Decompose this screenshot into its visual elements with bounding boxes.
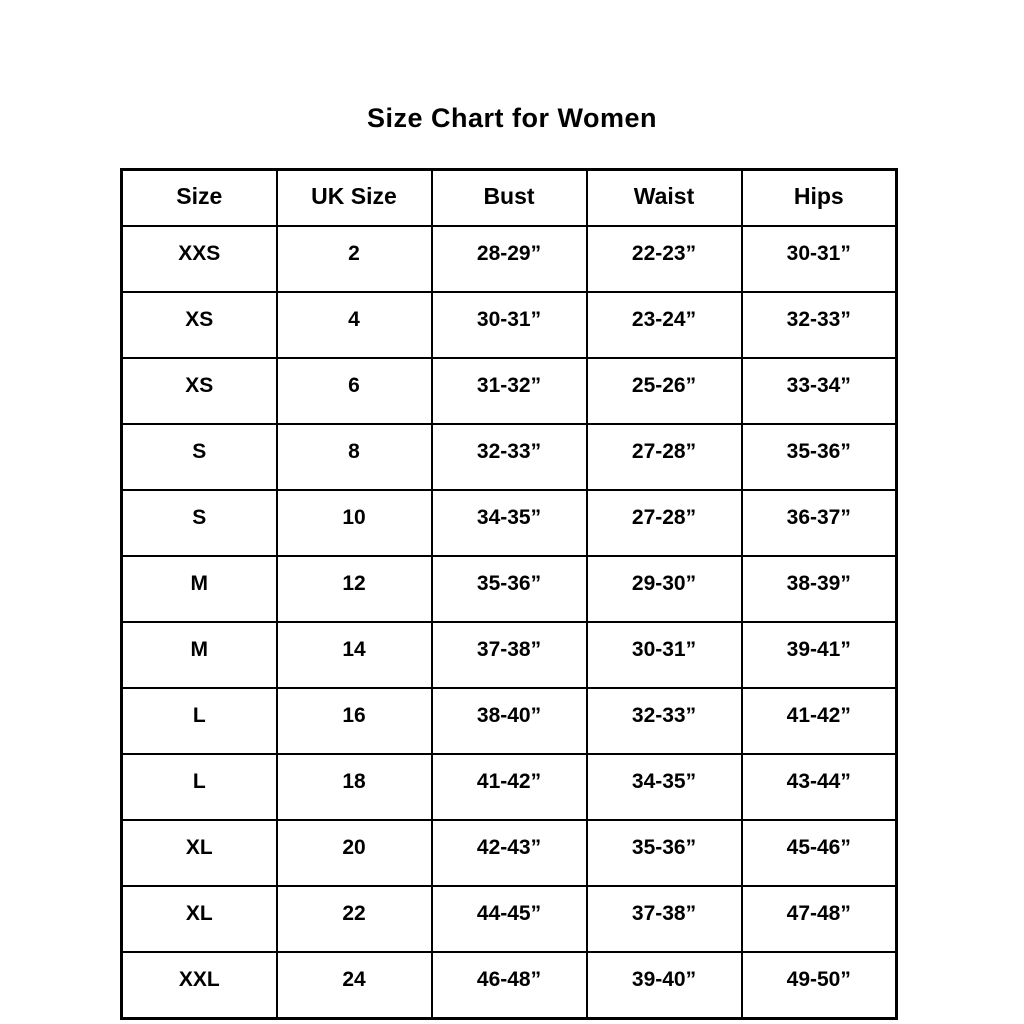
table-row: S 8 32-33” 27-28” 35-36” [120,423,898,491]
table-cell: 27-28” [585,423,743,491]
table-cell: 20 [275,819,433,887]
table-cell: 28-29” [430,225,588,293]
table-cell: 47-48” [740,885,898,953]
table-row: M 12 35-36” 29-30” 38-39” [120,555,898,623]
table-cell: L [120,753,278,821]
table-cell: 2 [275,225,433,293]
table-cell: 30-31” [585,621,743,689]
table-cell: XS [120,291,278,359]
table-row: XXL 24 46-48” 39-40” 49-50” [120,951,898,1020]
column-header-bust: Bust [430,168,588,227]
size-chart-table-body: XXS 2 28-29” 22-23” 30-31” XS 4 30-31” 23-24” 32-… [120,225,898,1020]
table-cell: XL [120,885,278,953]
table-cell: 33-34” [740,357,898,425]
column-header-size: Size [120,168,278,227]
table-cell: 49-50” [740,951,898,1020]
table-cell: XXL [120,951,278,1020]
table-cell: 37-38” [585,885,743,953]
size-chart-table: Size UK Size Bust Waist Hips XXS 2 28-29” 2… [120,168,898,1020]
table-cell: 32-33” [740,291,898,359]
table-cell: 46-48” [430,951,588,1020]
table-cell: M [120,621,278,689]
table-cell: 30-31” [740,225,898,293]
table-cell: 35-36” [740,423,898,491]
table-cell: 42-43” [430,819,588,887]
table-row: XXS 2 28-29” 22-23” 30-31” [120,225,898,293]
table-cell: 44-45” [430,885,588,953]
table-cell: 16 [275,687,433,755]
table-cell: 37-38” [430,621,588,689]
table-cell: 14 [275,621,433,689]
page-title: Size Chart for Women [366,103,658,133]
column-header-waist: Waist [585,168,743,227]
table-cell: 4 [275,291,433,359]
table-cell: S [120,489,278,557]
table-cell: 25-26” [585,357,743,425]
table-cell: 34-35” [585,753,743,821]
column-header-uk-size: UK Size [275,168,433,227]
table-cell: 32-33” [430,423,588,491]
table-cell: 27-28” [585,489,743,557]
header-row: Size UK Size Bust Waist Hips [120,168,898,227]
table-cell: 41-42” [430,753,588,821]
table-cell: 22-23” [585,225,743,293]
table-cell: 38-40” [430,687,588,755]
table-cell: 39-40” [585,951,743,1020]
table-cell: 34-35” [430,489,588,557]
table-cell: 12 [275,555,433,623]
table-cell: 31-32” [430,357,588,425]
table-row: XL 20 42-43” 35-36” 45-46” [120,819,898,887]
table-row: XL 22 44-45” 37-38” 47-48” [120,885,898,953]
table-cell: 22 [275,885,433,953]
table-cell: 6 [275,357,433,425]
table-cell: 23-24” [585,291,743,359]
table-cell: 32-33” [585,687,743,755]
table-cell: 35-36” [585,819,743,887]
table-cell: L [120,687,278,755]
table-cell: 29-30” [585,555,743,623]
table-cell: 41-42” [740,687,898,755]
table-row: S 10 34-35” 27-28” 36-37” [120,489,898,557]
column-header-hips: Hips [740,168,898,227]
table-cell: 45-46” [740,819,898,887]
table-cell: XL [120,819,278,887]
table-cell: 39-41” [740,621,898,689]
table-row: M 14 37-38” 30-31” 39-41” [120,621,898,689]
table-cell: S [120,423,278,491]
table-cell: 30-31” [430,291,588,359]
size-chart-table-header: Size UK Size Bust Waist Hips [120,168,898,227]
table-row: L 16 38-40” 32-33” 41-42” [120,687,898,755]
table-row: XS 4 30-31” 23-24” 32-33” [120,291,898,359]
table-cell: 35-36” [430,555,588,623]
table-cell: M [120,555,278,623]
table-cell: 38-39” [740,555,898,623]
table-row: L 18 41-42” 34-35” 43-44” [120,753,898,821]
table-cell: 8 [275,423,433,491]
table-cell: 36-37” [740,489,898,557]
table-cell: 10 [275,489,433,557]
table-row: XS 6 31-32” 25-26” 33-34” [120,357,898,425]
table-cell: 18 [275,753,433,821]
table-cell: 43-44” [740,753,898,821]
table-cell: XXS [120,225,278,293]
table-cell: 24 [275,951,433,1020]
table-cell: XS [120,357,278,425]
